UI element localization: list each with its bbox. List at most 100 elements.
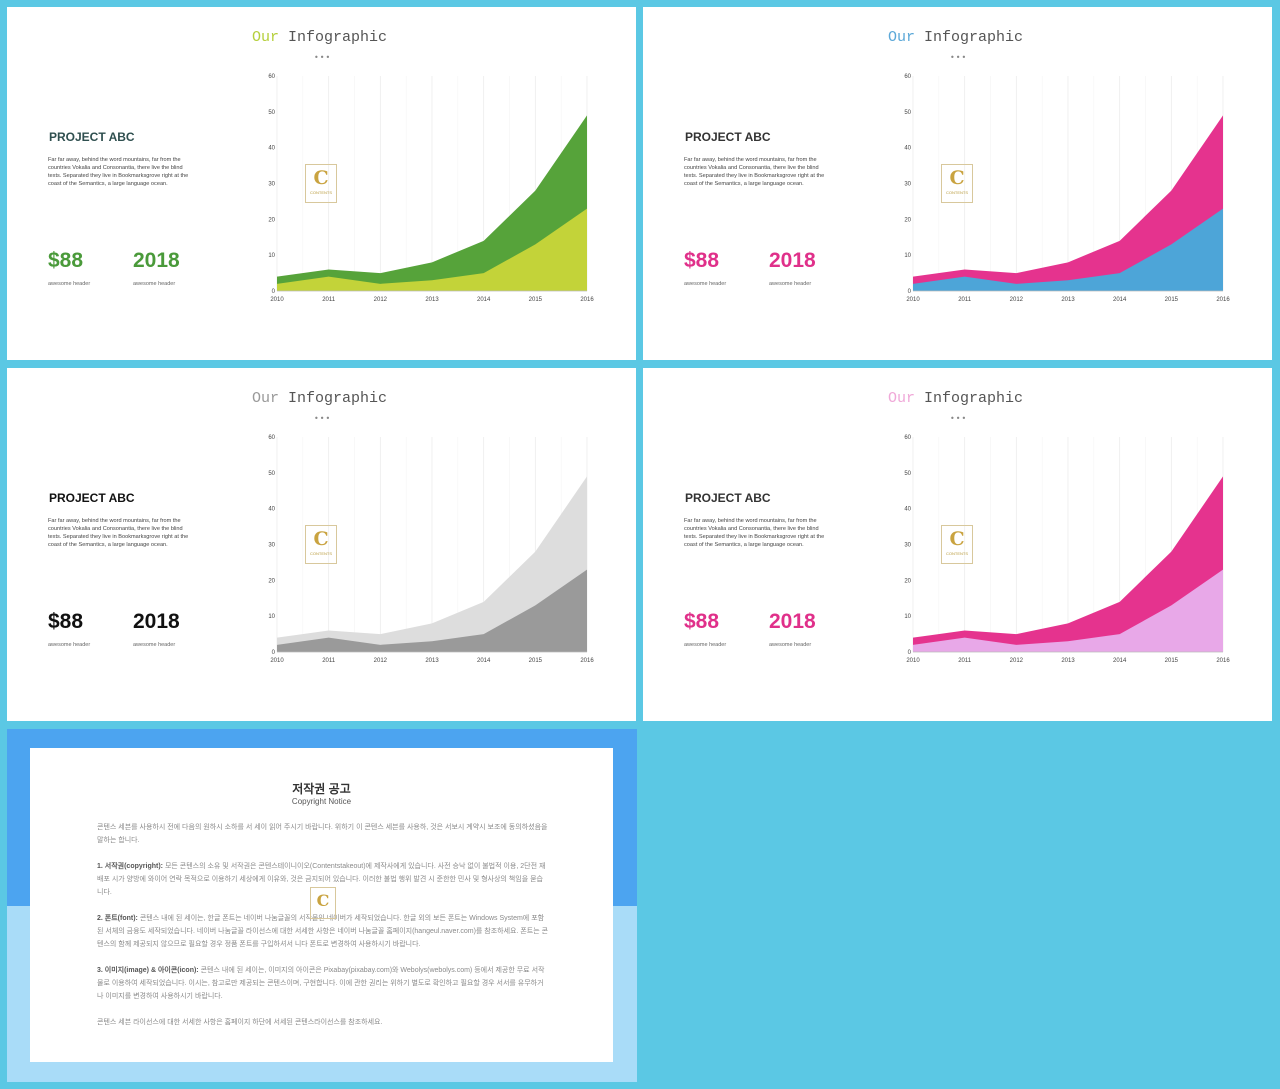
stat-price-label: awesome header bbox=[684, 642, 727, 648]
stat-price: $88 bbox=[48, 610, 84, 633]
logo-letter: C bbox=[316, 891, 330, 910]
x-tick-label: 2010 bbox=[270, 658, 284, 664]
x-tick-label: 2015 bbox=[1165, 297, 1179, 303]
x-tick-label: 2010 bbox=[270, 297, 284, 303]
y-tick-label: 0 bbox=[272, 289, 276, 295]
x-tick-label: 2014 bbox=[1113, 658, 1127, 664]
notice-title: 저작권 공고 bbox=[292, 782, 351, 796]
y-tick-label: 40 bbox=[268, 507, 275, 513]
y-tick-label: 40 bbox=[904, 146, 911, 152]
y-tick-label: 10 bbox=[904, 253, 911, 259]
y-tick-label: 50 bbox=[268, 471, 275, 477]
logo-text: CONTENTS bbox=[310, 551, 332, 556]
logo-letter: C bbox=[949, 528, 965, 550]
stat-price-label: awesome header bbox=[684, 281, 727, 287]
notice-paragraph-text: 콘텐스 내에 된 세이는, 한글 폰트는 네이버 나눔글꼴의 서작물인 네이버가… bbox=[97, 915, 549, 948]
series-area-lower bbox=[913, 569, 1223, 652]
x-tick-label: 2011 bbox=[322, 658, 336, 664]
logo-text: CONTENTS bbox=[946, 190, 968, 195]
title-word-infographic: Infographic bbox=[288, 29, 388, 46]
x-tick-label: 2013 bbox=[1061, 297, 1075, 303]
x-tick-label: 2011 bbox=[958, 658, 972, 664]
project-description: Far far away, behind the word mountains,… bbox=[684, 157, 825, 187]
notice-paragraph-heading: 2. 폰트(font): bbox=[97, 915, 138, 922]
notice-paragraph: 콘텐스 세븐 라이선스에 대한 서세한 사항은 홈페이지 하단에 서세된 콘텐스… bbox=[97, 1016, 549, 1029]
stat-year: 2018 bbox=[133, 610, 180, 633]
title-dots: ••• bbox=[314, 53, 332, 62]
notice-card: 저작권 공고 Copyright Notice 콘텐스 세븐를 사용하시 전에 … bbox=[30, 748, 613, 1062]
x-tick-label: 2011 bbox=[322, 297, 336, 303]
x-tick-label: 2015 bbox=[529, 658, 543, 664]
x-tick-label: 2012 bbox=[374, 658, 388, 664]
copyright-notice-slide[interactable]: 저작권 공고 Copyright Notice 콘텐스 세븐를 사용하시 전에 … bbox=[7, 729, 637, 1082]
stat-price-label: awesome header bbox=[48, 642, 91, 648]
x-tick-label: 2014 bbox=[1113, 297, 1127, 303]
slide[interactable]: Our Infographic ••• PROJECT ABC Far far away… bbox=[643, 7, 1272, 360]
stat-year-label: awesome header bbox=[769, 281, 812, 287]
slide-title: Our Infographic bbox=[888, 390, 1023, 407]
title-word-our: Our bbox=[252, 390, 280, 407]
y-tick-label: 20 bbox=[268, 578, 275, 584]
x-tick-label: 2016 bbox=[1216, 297, 1230, 303]
x-tick-label: 2010 bbox=[906, 658, 920, 664]
x-tick-label: 2010 bbox=[906, 297, 920, 303]
notice-paragraph: 콘텐스 세븐를 사용하시 전에 다음의 원하시 소하를 서 세이 읽어 주시기 … bbox=[97, 821, 549, 847]
y-tick-label: 0 bbox=[908, 650, 912, 656]
series-area-upper bbox=[277, 115, 587, 291]
slide[interactable]: Our Infographic ••• PROJECT ABC Far far away… bbox=[7, 7, 636, 360]
title-dots: ••• bbox=[950, 414, 968, 423]
series-area-upper bbox=[913, 115, 1223, 291]
slide[interactable]: Our Infographic ••• PROJECT ABC Far far away… bbox=[643, 368, 1272, 721]
y-tick-label: 40 bbox=[268, 146, 275, 152]
notice-paragraph-text: 콘텐스 세븐 라이선스에 대한 서세한 사항은 홈페이지 하단에 서세된 콘텐스… bbox=[97, 1019, 383, 1026]
y-tick-label: 0 bbox=[908, 289, 912, 295]
x-tick-label: 2014 bbox=[477, 297, 491, 303]
stat-year-label: awesome header bbox=[769, 642, 812, 648]
project-title: PROJECT ABC bbox=[685, 130, 771, 144]
notice-paragraph-heading: 1. 서작권(copyright): bbox=[97, 863, 163, 870]
y-tick-label: 10 bbox=[268, 614, 275, 620]
title-word-infographic: Infographic bbox=[288, 390, 388, 407]
x-tick-label: 2014 bbox=[477, 658, 491, 664]
x-tick-label: 2016 bbox=[580, 297, 594, 303]
title-word-our: Our bbox=[888, 29, 916, 46]
y-tick-label: 30 bbox=[268, 182, 275, 188]
project-description: Far far away, behind the word mountains,… bbox=[48, 157, 189, 187]
y-tick-label: 10 bbox=[904, 614, 911, 620]
y-tick-label: 60 bbox=[268, 74, 275, 80]
project-description: Far far away, behind the word mountains,… bbox=[48, 518, 189, 548]
y-tick-label: 30 bbox=[904, 543, 911, 549]
area-chart: 0 10 20 30 40 50 60 2010 2011 2012 2013 2014 2015 201… bbox=[268, 74, 594, 303]
contents-logo-icon: C CONTENTS bbox=[305, 525, 337, 564]
stat-price: $88 bbox=[684, 610, 720, 633]
stat-year-label: awesome header bbox=[133, 642, 176, 648]
y-tick-label: 60 bbox=[268, 435, 275, 441]
x-tick-label: 2012 bbox=[1010, 658, 1024, 664]
y-tick-label: 60 bbox=[904, 435, 911, 441]
notice-paragraph: 2. 폰트(font): 콘텐스 내에 된 세이는, 한글 폰트는 네이버 나눔… bbox=[97, 912, 549, 951]
y-tick-label: 20 bbox=[904, 217, 911, 223]
notice-body: 콘텐스 세븐를 사용하시 전에 다음의 원하시 소하를 서 세이 읽어 주시기 … bbox=[97, 821, 549, 1042]
notice-paragraph-text: 모든 콘텐스의 소유 및 서작권은 콘텐스테이니이오(Contentstakeo… bbox=[97, 863, 546, 896]
notice-paragraph-heading: 3. 이미지(image) & 아이콘(icon): bbox=[97, 967, 199, 974]
slide-title: Our Infographic bbox=[252, 29, 387, 46]
x-tick-label: 2016 bbox=[580, 658, 594, 664]
x-tick-label: 2013 bbox=[425, 658, 439, 664]
logo-letter: C bbox=[313, 528, 329, 550]
title-dots: ••• bbox=[950, 53, 968, 62]
slide[interactable]: Our Infographic ••• PROJECT ABC Far far away… bbox=[7, 368, 636, 721]
stat-year: 2018 bbox=[769, 249, 816, 272]
project-description: Far far away, behind the word mountains,… bbox=[684, 518, 825, 548]
x-tick-label: 2011 bbox=[958, 297, 972, 303]
series-area-lower bbox=[277, 208, 587, 291]
series-area-lower bbox=[277, 569, 587, 652]
stat-year-label: awesome header bbox=[133, 281, 176, 287]
slide-title: Our Infographic bbox=[888, 29, 1023, 46]
notice-paragraph-text: 콘텐스 세븐를 사용하시 전에 다음의 원하시 소하를 서 세이 읽어 주시기 … bbox=[97, 824, 548, 844]
contents-logo-icon: C CONTENTS bbox=[941, 164, 973, 203]
logo-letter: C bbox=[313, 167, 329, 189]
y-tick-label: 20 bbox=[904, 578, 911, 584]
stat-price-label: awesome header bbox=[48, 281, 91, 287]
area-chart: 0 10 20 30 40 50 60 2010 2011 2012 2013 2014 2015 201… bbox=[268, 435, 594, 664]
logo-letter: C bbox=[949, 167, 965, 189]
